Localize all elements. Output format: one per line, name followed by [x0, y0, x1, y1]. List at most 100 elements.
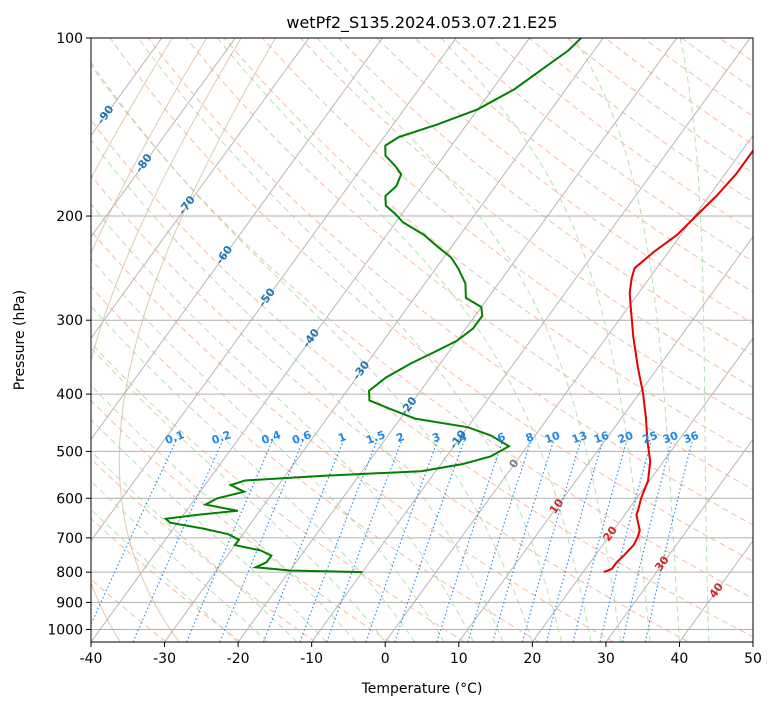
mixing-ratio-line — [599, 440, 652, 642]
x-tick-label: 30 — [597, 651, 615, 667]
dry-adiabat — [91, 174, 689, 642]
dsd-curve — [118, 38, 276, 642]
isotherm-label: -30 — [350, 358, 372, 382]
moist-adiabat — [316, 38, 622, 642]
dry-adiabat — [91, 399, 391, 642]
y-tick-label: 400 — [56, 387, 83, 403]
mixing-ratio-line — [644, 440, 693, 642]
y-tick-label: 100 — [56, 31, 83, 47]
moist-adiabat — [217, 38, 592, 642]
x-tick-label: 40 — [671, 651, 689, 667]
moist-adiabat — [91, 508, 239, 642]
moist-adiabat — [91, 305, 416, 642]
mixing-ratio-label: 16 — [592, 429, 611, 447]
x-axis-label: Temperature (°C) — [361, 681, 483, 697]
isotherm-line — [164, 38, 604, 642]
mixing-ratio-line — [436, 440, 504, 642]
mixing-ratio-line — [365, 440, 439, 642]
mixing-ratio-label: 6 — [496, 430, 508, 445]
moist-adiabat — [91, 450, 298, 642]
isotherm-label: -70 — [176, 193, 198, 217]
moist-adiabat — [137, 38, 563, 642]
dewpoint-line — [163, 38, 582, 574]
mixing-ratio-label: 0.1 — [163, 428, 186, 447]
moist-adiabat — [91, 480, 268, 642]
isotherm-label: -80 — [133, 151, 155, 175]
isotherm-line — [91, 38, 530, 642]
dry-adiabat — [452, 38, 753, 263]
mixing-ratio-label: 2 — [395, 430, 407, 445]
mixing-ratio-line — [186, 440, 273, 642]
profile-lines — [163, 38, 753, 574]
isotherm-line — [458, 236, 753, 642]
moist-adiabat — [440, 38, 651, 642]
isotherm-label: -60 — [213, 243, 235, 267]
mixing-ratio-line — [467, 440, 532, 642]
x-tick-label: 50 — [744, 651, 762, 667]
isotherm-label: 40 — [707, 580, 727, 600]
isotherm-line — [311, 38, 751, 642]
mixing-ratio-line — [326, 440, 403, 642]
dry-adiabat — [109, 38, 753, 562]
dry-adiabat — [528, 38, 753, 203]
mixing-ratio-line — [521, 440, 582, 642]
axes: -40 -30 -20 -10 0 10 20 30 40 5010009008007006005… — [47, 31, 762, 667]
isotherm-label: -50 — [256, 285, 278, 309]
x-tick-label: 20 — [523, 651, 541, 667]
x-tick-label: 0 — [381, 651, 390, 667]
y-tick-label: 500 — [56, 444, 83, 460]
isotherm-line — [91, 38, 457, 542]
mixing-ratio-label: 1.5 — [364, 428, 387, 447]
isotherm-line — [91, 38, 310, 339]
dry-adiabat — [758, 38, 775, 642]
dry-adiabat — [91, 517, 242, 642]
dry-adiabat — [376, 38, 753, 324]
mixing-ratio-label: 13 — [570, 429, 589, 446]
isotherm-label: -20 — [398, 394, 420, 418]
y-tick-label: 300 — [56, 313, 83, 329]
mixing-ratio-label: 30 — [661, 429, 680, 447]
mixing-ratio-line — [91, 440, 177, 626]
isotherm-label: 0 — [507, 456, 522, 470]
moist-adiabat — [91, 258, 445, 642]
dry-adiabat — [91, 64, 753, 600]
moist-adiabat — [91, 61, 533, 642]
moist-adiabat — [91, 384, 357, 642]
mixing-ratio-label: 20 — [616, 429, 635, 447]
x-tick-label: 10 — [450, 651, 468, 667]
moist-adiabat — [91, 347, 386, 642]
mixing-ratio-label: 8 — [524, 430, 536, 445]
y-axis-label: Pressure (hPa) — [12, 290, 28, 390]
isotherm-line — [384, 134, 753, 642]
dry-adiabat — [223, 38, 753, 456]
background-lines — [91, 38, 775, 642]
isotherm-label: 20 — [600, 524, 620, 544]
dry-adiabat — [414, 38, 753, 293]
moist-adiabat — [91, 203, 474, 642]
mixing-ratio-label: 3 — [431, 430, 443, 445]
y-tick-label: 200 — [56, 209, 83, 225]
y-tick-label: 1000 — [47, 622, 83, 638]
mixing-ratio-label: 0.6 — [290, 428, 313, 447]
y-tick-label: 700 — [56, 531, 83, 547]
dsd-curve — [91, 38, 242, 642]
isotherm-line — [605, 438, 753, 642]
isotherm-line — [91, 38, 236, 238]
mixing-ratio-label: 0.2 — [210, 428, 233, 447]
chart-title: wetPf2_S135.2024.053.07.21.E25 — [286, 13, 557, 33]
mixing-ratio-label: 25 — [641, 429, 660, 446]
dry-adiabat — [643, 38, 753, 117]
dry-adiabat — [147, 38, 753, 526]
moist-adiabat — [574, 38, 680, 642]
isotherm-line — [91, 38, 383, 441]
mixing-ratio-line — [572, 440, 628, 642]
moist-adiabat — [679, 38, 710, 642]
dry-adiabat — [185, 38, 753, 491]
plot-frame — [90, 37, 754, 643]
mixing-ratio-line — [219, 440, 304, 642]
isotherm-label: -90 — [94, 103, 116, 127]
mixing-ratio-line — [492, 440, 555, 642]
mixing-ratio-line — [132, 440, 224, 642]
dry-adiabat — [604, 38, 753, 146]
